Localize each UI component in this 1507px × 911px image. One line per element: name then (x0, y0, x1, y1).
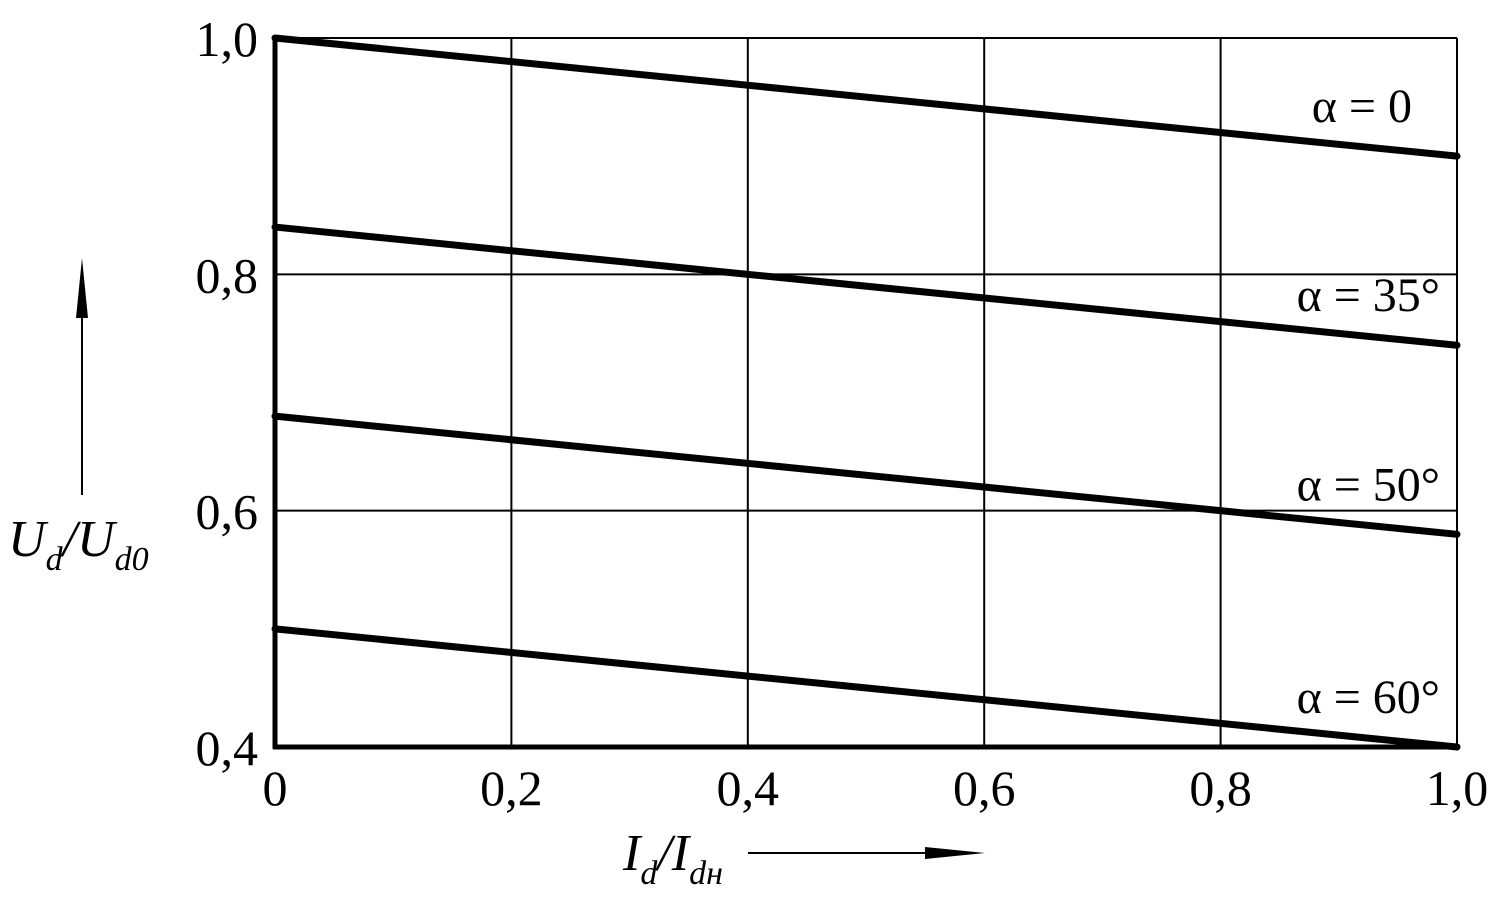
series-label-0: α = 0 (1312, 80, 1412, 133)
y-tick-label-0: 0,4 (196, 720, 259, 776)
series-labels: α = 0 α = 35° α = 50° α = 60° (1297, 80, 1440, 724)
x-tick-label-4: 0,8 (1189, 760, 1252, 816)
series-lines (271, 34, 1461, 751)
grid (272, 36, 1459, 750)
y-tick-label-1: 0,6 (196, 484, 259, 540)
series-label-3: α = 60° (1297, 671, 1440, 724)
series-line-0 (271, 34, 1461, 160)
series-line-3 (271, 625, 1461, 751)
series-label-1: α = 35° (1297, 269, 1440, 322)
y-axis-label: Ud/Ud0 (8, 511, 149, 578)
x-axis-arrow (748, 847, 985, 859)
x-tick-label-1: 0,2 (480, 760, 543, 816)
x-tick-label-5: 1,0 (1426, 760, 1489, 816)
x-tick-labels: 0 0,2 0,4 0,6 0,8 1,0 (263, 760, 1489, 816)
series-line-1 (271, 223, 1461, 349)
series-label-2: α = 50° (1297, 458, 1440, 511)
y-tick-labels: 0,4 0,6 0,8 1,0 (196, 11, 259, 776)
x-axis-label: Id/Idн (622, 825, 723, 892)
x-tick-label-3: 0,6 (953, 760, 1016, 816)
x-tick-label-2: 0,4 (717, 760, 780, 816)
series-line-2 (271, 412, 1461, 538)
y-tick-label-3: 1,0 (196, 11, 259, 67)
y-tick-label-2: 0,8 (196, 247, 259, 303)
y-axis-arrow (76, 258, 88, 495)
x-tick-label-0: 0 (263, 760, 288, 816)
